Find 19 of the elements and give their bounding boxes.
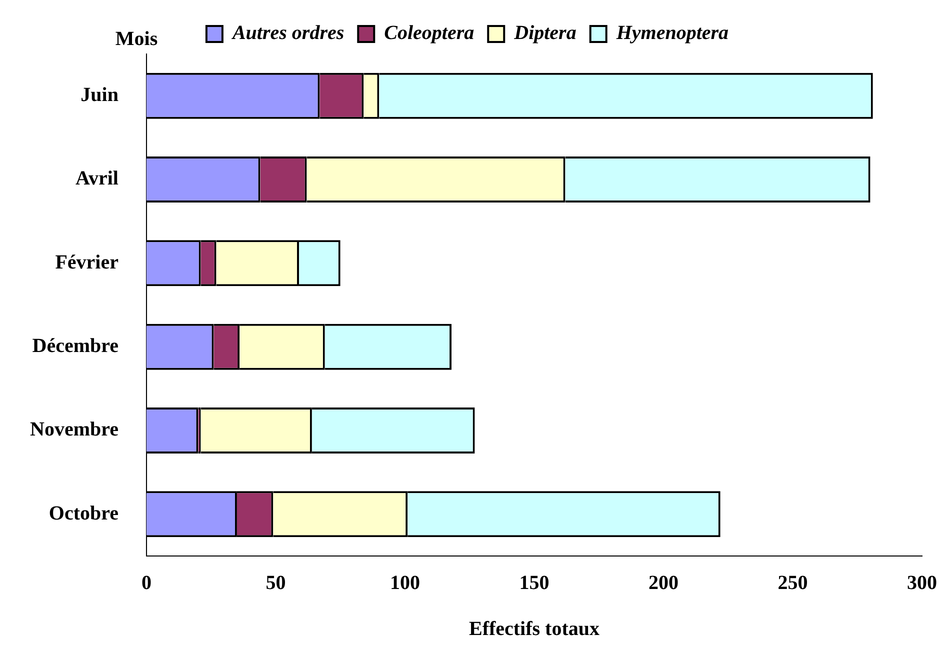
y-axis-title: Mois	[115, 28, 158, 50]
y-tick-label: Novembre	[30, 418, 119, 441]
legend-label: Diptera	[513, 22, 576, 44]
x-axis-title: Effectifs totaux	[468, 618, 600, 640]
y-tick-label: Décembre	[32, 335, 119, 358]
x-tick-label: 200	[648, 572, 678, 594]
y-tick-label: Octobre	[48, 502, 119, 524]
x-tick-label: 50	[266, 572, 286, 594]
legend-label: Coleoptera	[384, 22, 474, 44]
x-tick-label: 250	[778, 572, 808, 594]
x-tick-label: 100	[390, 572, 420, 594]
legend-label: Hymenoptera	[615, 22, 729, 44]
y-tick-label: Juin	[80, 84, 118, 106]
y-tick-label: Avril	[76, 168, 119, 190]
y-tick-label: Février	[55, 251, 119, 274]
x-tick-label: 0	[141, 572, 152, 594]
x-tick-label: 150	[519, 572, 550, 594]
legend-label: Autres ordres	[230, 22, 344, 44]
x-tick-label: 300	[907, 572, 937, 594]
